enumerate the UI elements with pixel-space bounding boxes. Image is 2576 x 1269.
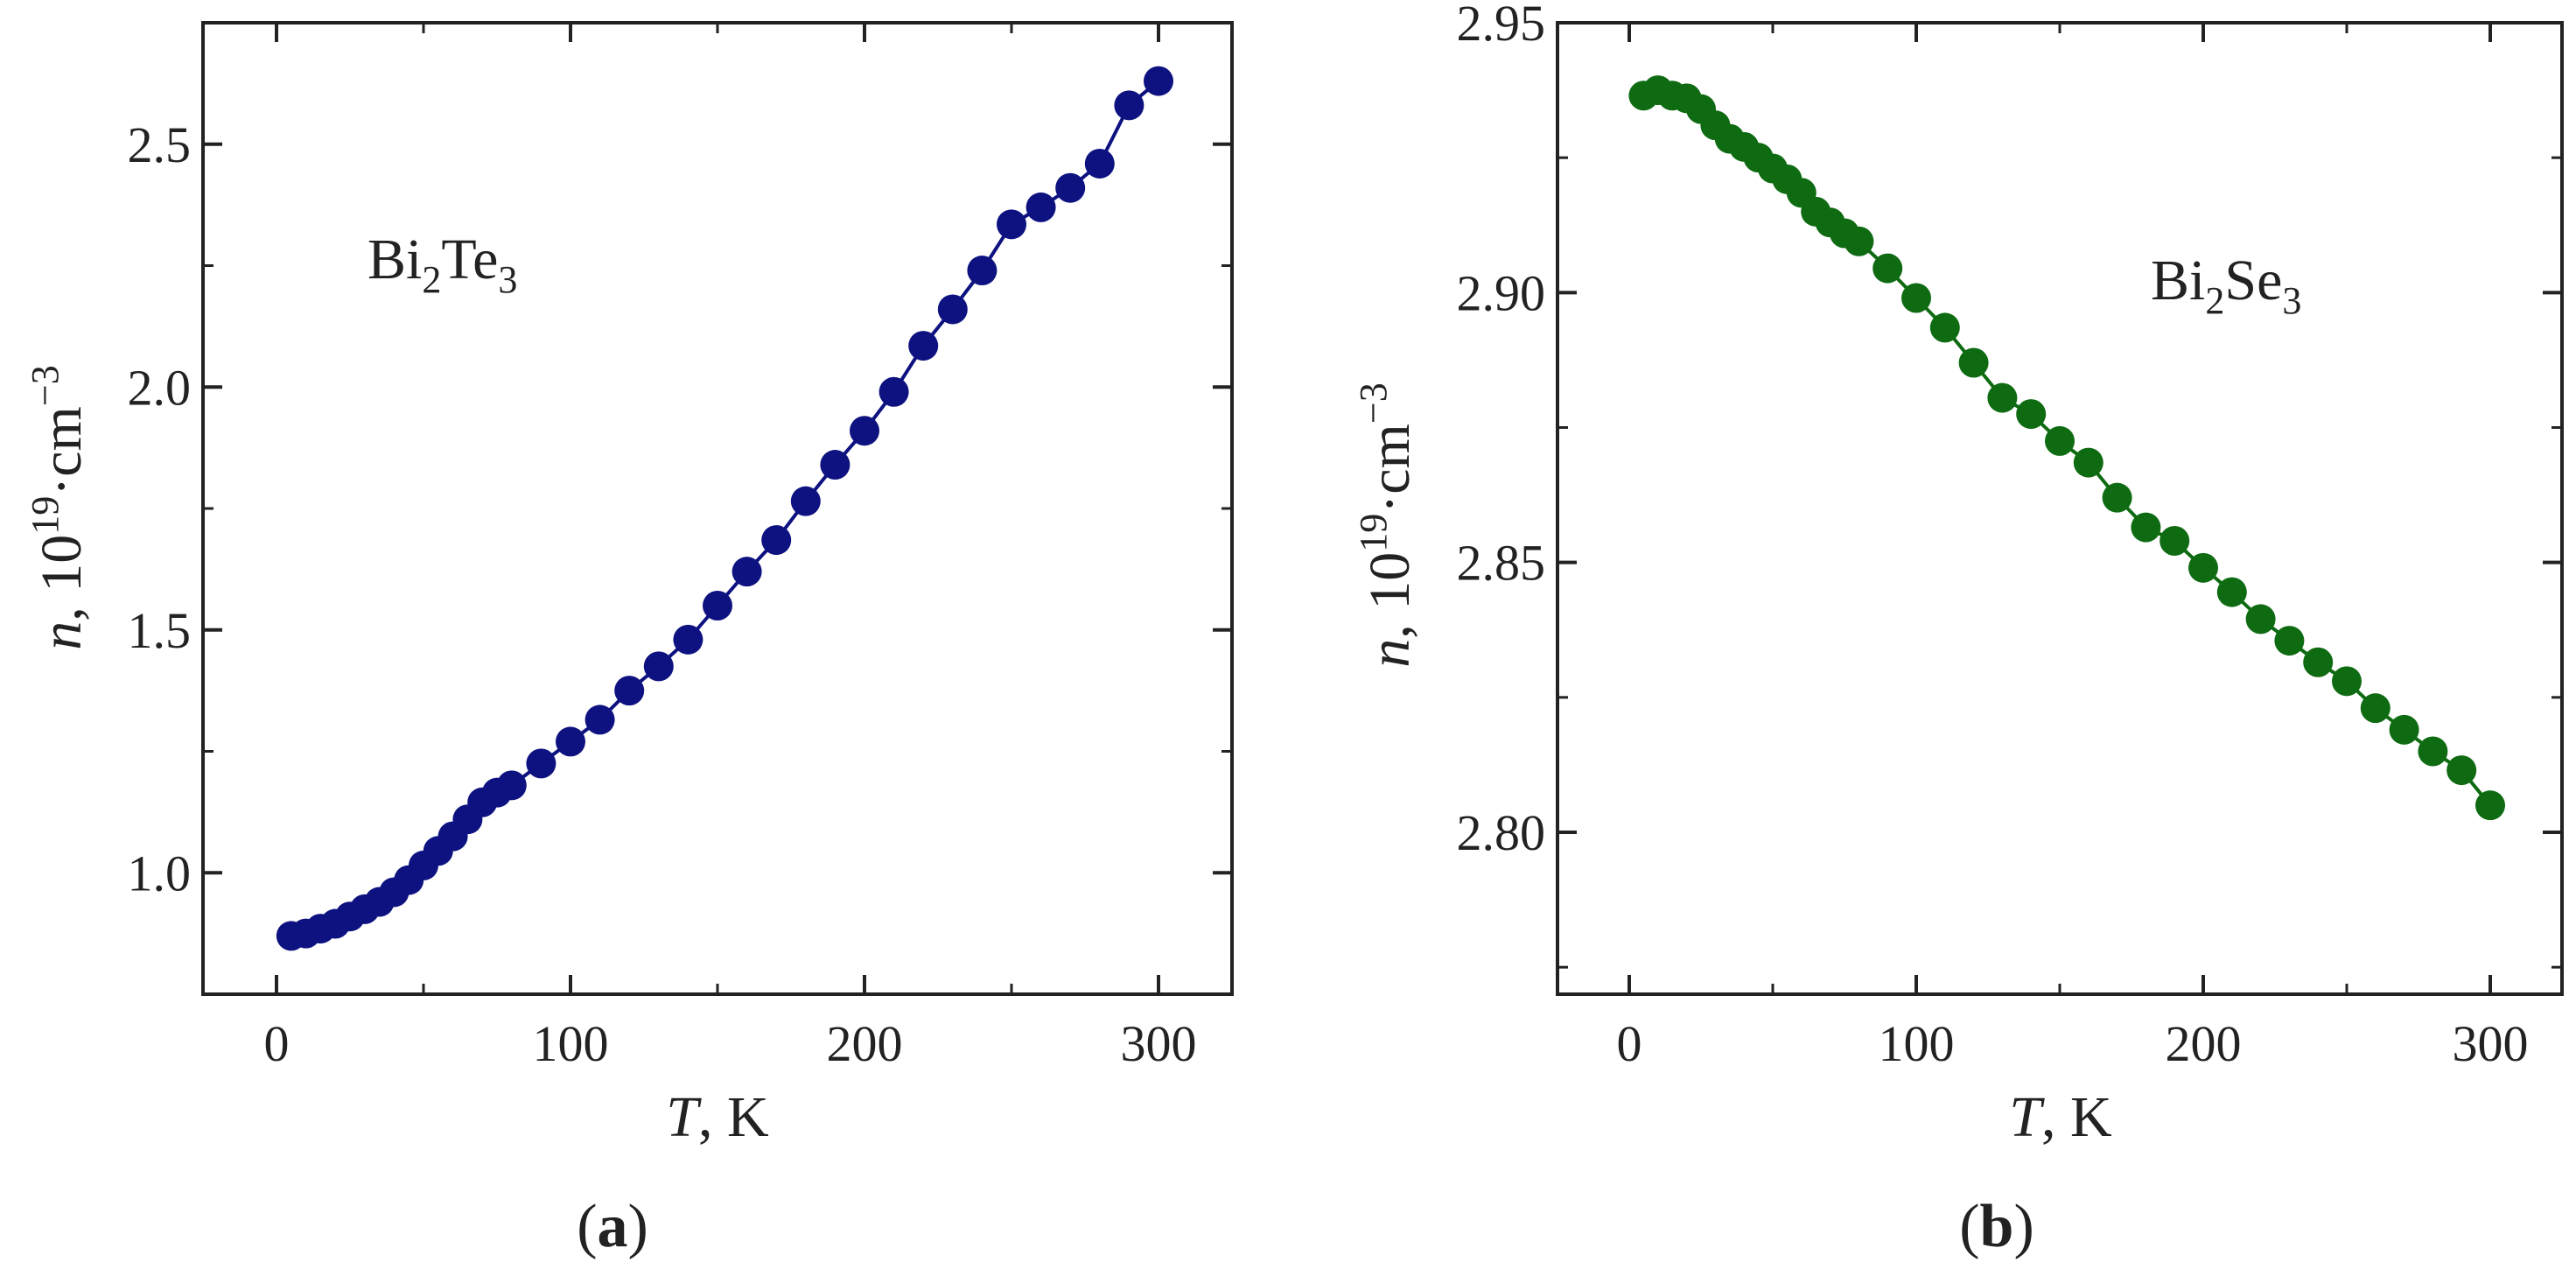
panel-b-x-axis-label: T, K xyxy=(2009,1085,2111,1149)
panel-b-data-point xyxy=(2016,399,2047,430)
panel-a-data-point xyxy=(1055,172,1086,203)
panel-b-data-point xyxy=(1844,226,1874,256)
panel-b-tick-labels: 0 100 200 300 2.80 2.85 2.90 2.95 xyxy=(1457,0,2529,1072)
panel-b-data-point xyxy=(1929,312,1960,343)
panel-a-y-tick-label: 1.0 xyxy=(128,845,192,901)
panel-a-annotation: Bi2Te3 xyxy=(368,228,517,301)
panel-a-data-point xyxy=(967,256,998,286)
panel-b-data-point xyxy=(2216,577,2247,607)
panel-a-x-tick-label: 200 xyxy=(827,1015,903,1072)
panel-b-ticks xyxy=(1558,21,2562,994)
panel-a-x-axis-label: T, K xyxy=(666,1085,768,1149)
panel-a-data-point xyxy=(584,705,615,735)
panel-b-y-tick-label: 2.80 xyxy=(1457,804,1546,861)
panel-b-annotation: Bi2Se3 xyxy=(2151,249,2301,322)
panel-a-data-point xyxy=(556,726,585,757)
panel-a-data-point xyxy=(820,450,850,480)
panel-b-label: (b) xyxy=(1959,1193,2034,1260)
panel-a-data-point xyxy=(526,748,556,779)
panel-a-data-point xyxy=(673,624,704,655)
panel-b-data-point xyxy=(2332,666,2362,697)
panel-a-data-point xyxy=(1144,66,1173,96)
panel-a-tick-labels: 0 100 200 300 1.0 1.5 2.0 2.5 xyxy=(128,116,1197,1072)
panel-b-data-point xyxy=(1901,283,1931,313)
panel-b-data-point xyxy=(2188,552,2218,583)
panel-b-data-point xyxy=(2102,482,2132,513)
panel-a-ticks xyxy=(203,21,1232,996)
panel-b-x-tick-label: 100 xyxy=(1879,1015,1955,1072)
panel-a-y-tick-label: 2.0 xyxy=(128,359,192,416)
panel-b-data-point xyxy=(2418,736,2448,767)
panel-a-data-point xyxy=(761,525,792,556)
panel-a-data-point xyxy=(937,294,968,325)
panel-a-data-point xyxy=(1114,90,1144,121)
panel-a-y-tick-label: 2.5 xyxy=(128,116,192,173)
panel-b-chart: 0 100 200 300 2.80 2.85 2.90 2.95 Bi2Se3 T, K n… xyxy=(1352,0,2564,1260)
panel-b-data-point xyxy=(2073,447,2104,478)
panel-a-x-tick-label: 0 xyxy=(264,1015,290,1072)
panel-a-data-point xyxy=(908,331,939,361)
panel-b-x-tick-label: 0 xyxy=(1617,1015,1642,1072)
panel-a-data-point xyxy=(732,557,762,587)
panel-a-series xyxy=(276,66,1173,951)
panel-a-data-point xyxy=(703,591,732,620)
panel-b-data-point xyxy=(2446,755,2477,786)
panel-b-series xyxy=(1628,75,2505,821)
panel-a-data-point xyxy=(643,651,674,682)
panel-a-y-tick-label: 1.5 xyxy=(128,602,192,659)
panel-a-frame xyxy=(201,21,1234,996)
panel-a-data-point xyxy=(614,676,645,706)
panel-b-data-point xyxy=(2160,526,2190,556)
panel-b-x-tick-label: 200 xyxy=(2166,1015,2242,1072)
panel-b-data-point xyxy=(2360,693,2390,724)
panel-a-data-point xyxy=(997,209,1026,240)
panel-b-data-point xyxy=(2475,790,2505,821)
panel-a-x-tick-label: 300 xyxy=(1121,1015,1197,1072)
panel-b-data-point xyxy=(2274,626,2305,656)
panel-a-chart: 0 100 200 300 1.0 1.5 2.0 2.5 Bi2Te3 T, K n, 10… xyxy=(24,21,1234,1260)
panel-b-data-point xyxy=(2245,604,2276,634)
panel-a-data-point xyxy=(878,376,909,407)
panel-a-data-point xyxy=(1026,192,1056,222)
panel-b-data-point xyxy=(1872,253,1903,284)
panel-b-y-tick-label: 2.95 xyxy=(1457,0,1546,52)
panel-a-label: (a) xyxy=(577,1193,648,1260)
panel-a-y-axis-label: n, 1019·cm−3 xyxy=(24,365,94,649)
panel-a-data-point xyxy=(496,770,527,801)
panel-b-data-point xyxy=(1987,382,2018,413)
panel-a-data-point xyxy=(1084,148,1115,179)
panel-a-data-point xyxy=(790,486,821,516)
panel-b-y-tick-label: 2.90 xyxy=(1457,264,1546,321)
panel-b-data-point xyxy=(2303,647,2334,677)
panel-b-data-point xyxy=(2389,714,2419,745)
panel-b-x-tick-label: 300 xyxy=(2453,1015,2529,1072)
panel-a-data-point xyxy=(850,416,879,446)
panel-b-data-point xyxy=(1958,347,1989,378)
panel-b-y-axis-label: n, 1019·cm−3 xyxy=(1352,382,1422,667)
panel-b-frame xyxy=(1556,21,2564,996)
panel-b-data-point xyxy=(2045,425,2075,456)
panel-a-x-tick-label: 100 xyxy=(533,1015,609,1072)
panel-b-y-tick-label: 2.85 xyxy=(1457,535,1546,592)
panel-b-data-point xyxy=(2131,512,2161,543)
